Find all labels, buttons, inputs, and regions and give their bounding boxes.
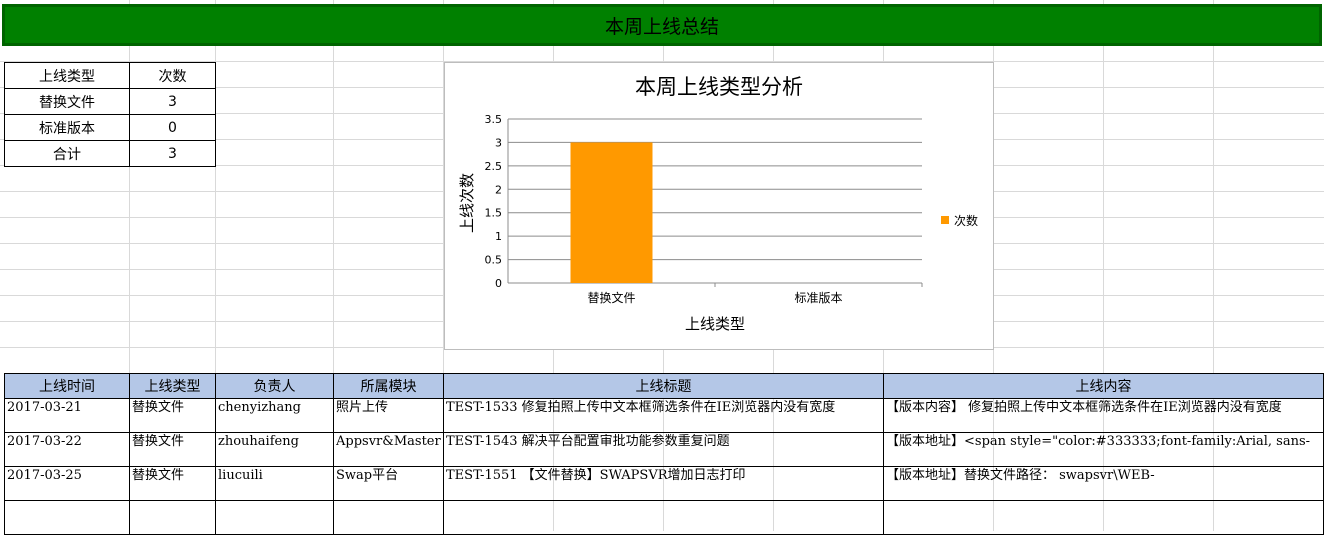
y-tick-label: 0.5 xyxy=(485,254,503,267)
summary-cell[interactable]: 3 xyxy=(129,140,216,167)
cell-owner[interactable]: liucuili xyxy=(215,466,334,501)
cell-empty[interactable] xyxy=(215,500,334,535)
y-tick-label: 3 xyxy=(495,136,502,149)
cell-title[interactable]: TEST-1543 解决平台配置审批功能参数重复问题 xyxy=(443,432,884,467)
y-axis-title: 上线次数 xyxy=(458,173,476,233)
detail-header-row: 上线时间 上线类型 负责人 所属模块 上线标题 上线内容 xyxy=(4,373,1324,399)
col-header-title[interactable]: 上线标题 xyxy=(443,373,884,399)
y-tick-label: 1 xyxy=(495,230,502,243)
summary-header-count[interactable]: 次数 xyxy=(129,62,216,89)
cell-content[interactable]: 【版本地址】替换文件路径： swapsvr\WEB- xyxy=(883,466,1324,501)
bar[interactable] xyxy=(570,142,653,283)
col-header-type[interactable]: 上线类型 xyxy=(129,373,216,399)
col-header-content[interactable]: 上线内容 xyxy=(883,373,1324,399)
cell-empty[interactable] xyxy=(443,500,884,535)
cell-module[interactable]: 照片上传 xyxy=(333,398,444,433)
chart-object[interactable]: 本周上线类型分析 0 0.5 1 1.5 2 2.5 3 3.5 替换文件 标准版本 上线类型 上… xyxy=(444,62,994,350)
cell-empty[interactable] xyxy=(4,500,130,535)
summary-cell[interactable]: 标准版本 xyxy=(4,114,130,141)
cell-content[interactable]: 【版本地址】<span style="color:#333333;font-fa… xyxy=(883,432,1324,467)
cell-type[interactable]: 替换文件 xyxy=(129,398,216,433)
cell-title[interactable]: TEST-1551 【文件替换】SWAPSVR增加日志打印 xyxy=(443,466,884,501)
summary-cell[interactable]: 3 xyxy=(129,88,216,115)
chart-legend: 次数 xyxy=(941,213,978,228)
y-tick-label: 1.5 xyxy=(485,207,503,220)
summary-cell[interactable]: 合计 xyxy=(4,140,130,167)
bar-chart: 本周上线类型分析 0 0.5 1 1.5 2 2.5 3 3.5 替换文件 标准版本 上线类型 上… xyxy=(458,75,978,333)
y-tick-label: 2 xyxy=(495,183,502,196)
legend-entry: 次数 xyxy=(954,213,978,228)
chart-title: 本周上线类型分析 xyxy=(635,75,803,99)
sheet-title-banner: 本周上线总结 xyxy=(2,4,1322,46)
col-header-owner[interactable]: 负责人 xyxy=(215,373,334,399)
y-tick-label: 3.5 xyxy=(485,113,503,126)
summary-row: 标准版本 0 xyxy=(4,114,216,141)
table-row-empty xyxy=(4,500,1324,535)
summary-row: 替换文件 3 xyxy=(4,88,216,115)
cell-time[interactable]: 2017-03-21 xyxy=(4,398,130,433)
y-tick-label: 2.5 xyxy=(485,160,503,173)
cell-module[interactable]: Swap平台 xyxy=(333,466,444,501)
summary-row: 合计 3 xyxy=(4,140,216,167)
col-header-time[interactable]: 上线时间 xyxy=(4,373,130,399)
cell-owner[interactable]: zhouhaifeng xyxy=(215,432,334,467)
cell-time[interactable]: 2017-03-22 xyxy=(4,432,130,467)
table-row: 2017-03-21 替换文件 chenyizhang 照片上传 TEST-15… xyxy=(4,398,1324,433)
summary-header-row: 上线类型 次数 xyxy=(4,62,216,89)
y-tick-label: 0 xyxy=(495,277,502,290)
cell-module[interactable]: Appsvr&Master xyxy=(333,432,444,467)
cell-time[interactable]: 2017-03-25 xyxy=(4,466,130,501)
x-tick-label: 替换文件 xyxy=(587,290,635,305)
col-header-module[interactable]: 所属模块 xyxy=(333,373,444,399)
summary-cell[interactable]: 0 xyxy=(129,114,216,141)
cell-empty[interactable] xyxy=(129,500,216,535)
cell-empty[interactable] xyxy=(333,500,444,535)
cell-empty[interactable] xyxy=(883,500,1324,535)
sheet-title: 本周上线总结 xyxy=(604,15,719,38)
summary-cell[interactable]: 替换文件 xyxy=(4,88,130,115)
x-tick-label: 标准版本 xyxy=(794,291,842,305)
cell-type[interactable]: 替换文件 xyxy=(129,466,216,501)
cell-type[interactable]: 替换文件 xyxy=(129,432,216,467)
x-axis-title: 上线类型 xyxy=(685,315,745,333)
legend-swatch xyxy=(941,216,949,224)
summary-table: 上线类型 次数 替换文件 3 标准版本 0 合计 3 xyxy=(4,62,216,167)
summary-header-type[interactable]: 上线类型 xyxy=(4,62,130,89)
table-row: 2017-03-25 替换文件 liucuili Swap平台 TEST-155… xyxy=(4,466,1324,501)
cell-owner[interactable]: chenyizhang xyxy=(215,398,334,433)
release-detail-table: 上线时间 上线类型 负责人 所属模块 上线标题 上线内容 2017-03-21 … xyxy=(4,373,1324,535)
table-row: 2017-03-22 替换文件 zhouhaifeng Appsvr&Maste… xyxy=(4,432,1324,467)
cell-content[interactable]: 【版本内容】 修复拍照上传中文本框筛选条件在IE浏览器内没有宽度 xyxy=(883,398,1324,433)
cell-title[interactable]: TEST-1533 修复拍照上传中文本框筛选条件在IE浏览器内没有宽度 xyxy=(443,398,884,433)
